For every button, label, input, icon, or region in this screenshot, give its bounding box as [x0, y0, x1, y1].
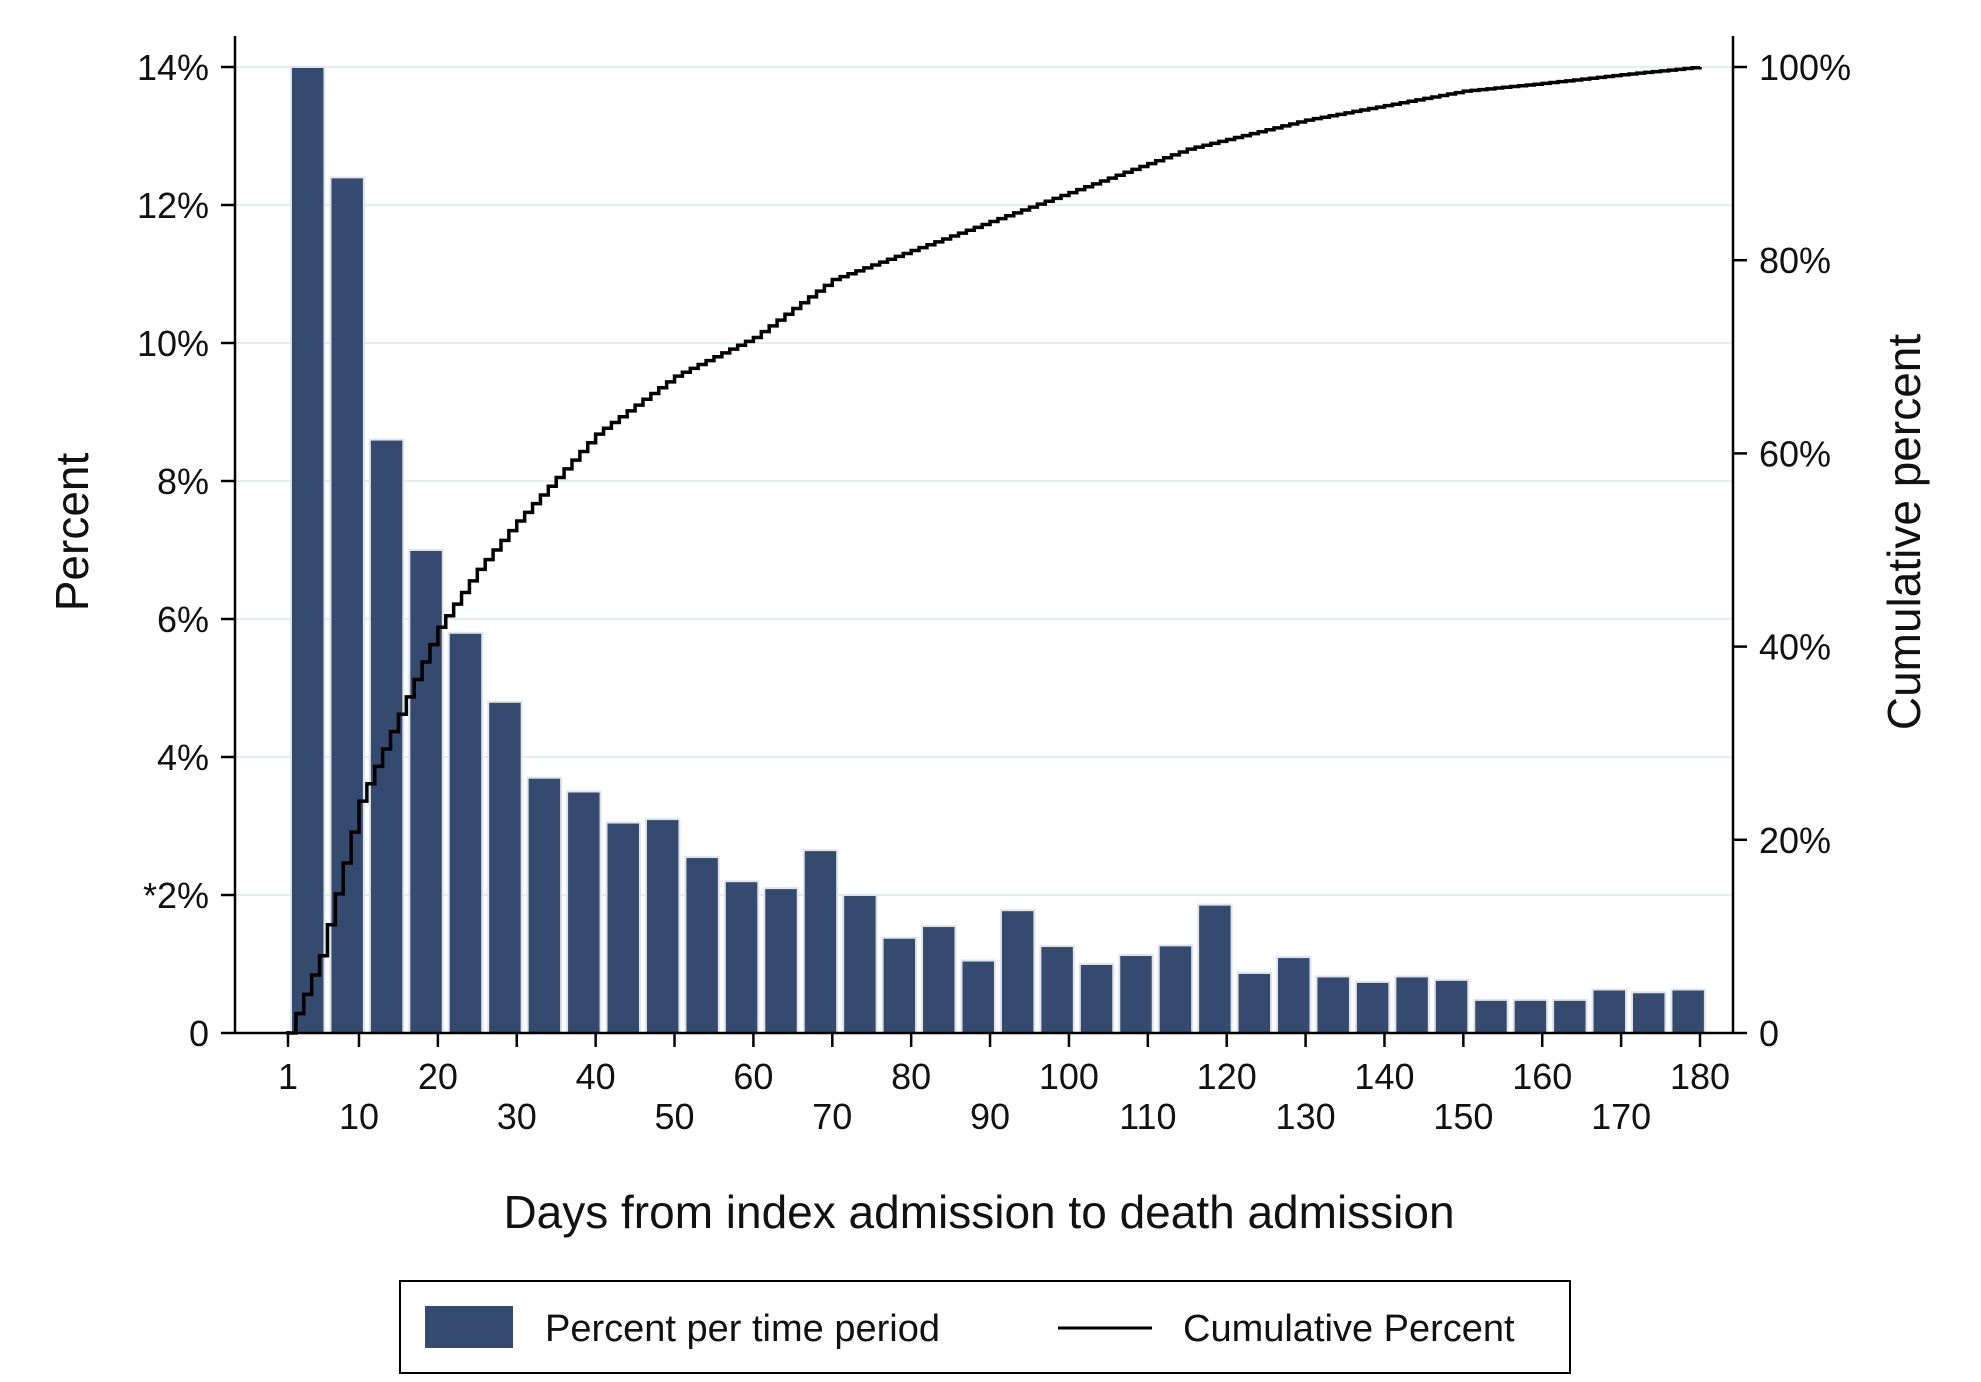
bar-series: [290, 66, 1706, 1035]
bar-27: [1315, 975, 1351, 1034]
x-tick-label-top-8: 160: [1512, 1056, 1572, 1097]
y-axis-title-right: Cumulative percent: [1878, 334, 1930, 731]
bar-34: [1591, 988, 1628, 1035]
bar-35: [1631, 991, 1667, 1034]
bar-31: [1473, 998, 1509, 1035]
bar-5: [447, 631, 484, 1034]
bar-18: [960, 959, 996, 1034]
tick-labels: 0*2%4%6%8%10%12%14%020%40%60%80%100%1 20 4…: [137, 47, 1851, 1137]
x-tick-label-top-4: 80: [891, 1056, 931, 1097]
x-tick-label-top-6: 120: [1197, 1056, 1257, 1097]
y-left-tick-label-6: 12%: [137, 185, 209, 226]
x-tick-label-top-9: 180: [1670, 1056, 1730, 1097]
x-tick-label-bottom-8: 170: [1591, 1096, 1651, 1137]
x-tick-label-bottom-5: 110: [1119, 1096, 1176, 1137]
x-tick-label-bottom-1: 30: [497, 1096, 537, 1137]
bar-4: [408, 549, 444, 1034]
legend-bar-swatch: [425, 1306, 513, 1348]
y-right-tick-label-3: 60%: [1759, 433, 1831, 474]
bar-11: [684, 856, 720, 1034]
x-tick-label-bottom-0: 10: [339, 1096, 379, 1137]
y-right-tick-label-5: 100%: [1759, 47, 1851, 88]
bar-19: [999, 909, 1036, 1034]
cumulative-line-series: [286, 66, 1702, 1035]
bar-24: [1197, 903, 1233, 1034]
y-left-tick-label-7: 14%: [137, 47, 209, 88]
y-right-tick-label-4: 80%: [1759, 240, 1831, 281]
x-tick-label-bottom-2: 50: [655, 1096, 695, 1137]
bar-10: [644, 818, 681, 1034]
bar-13: [763, 887, 799, 1034]
axes: [221, 36, 1747, 1047]
y-axis-title-left: Percent: [46, 453, 98, 612]
bar-21: [1078, 963, 1115, 1034]
legend-frame: [399, 1280, 1571, 1374]
bar-15: [842, 894, 878, 1034]
bar-6: [487, 700, 523, 1034]
y-left-tick-label-4: 8%: [157, 461, 209, 502]
y-right-tick-label-2: 40%: [1759, 627, 1831, 668]
legend-label-cumulative-percent: Cumulative Percent: [1183, 1308, 1515, 1350]
grid-lines: [235, 66, 1733, 896]
x-axis-title: Days from index admission to death admis…: [503, 1186, 1454, 1238]
x-tick-label-bottom-6: 130: [1276, 1096, 1336, 1137]
y-left-tick-label-5: 10%: [137, 323, 209, 364]
bar-9: [605, 821, 641, 1034]
bar-17: [921, 925, 957, 1034]
bar-25: [1236, 971, 1273, 1034]
bar-12: [723, 880, 760, 1035]
y-left-tick-label-0: 0: [189, 1013, 209, 1054]
cumulative-percent-line: [286, 66, 1702, 1035]
y-left-tick-label-3: 6%: [157, 599, 209, 640]
y-right-tick-label-1: 20%: [1759, 820, 1831, 861]
bar-3: [368, 438, 405, 1035]
bar-20: [1039, 945, 1075, 1034]
x-tick-label-top-2: 40: [576, 1056, 616, 1097]
legend-label-percent-per-time-period: Percent per time period: [545, 1308, 940, 1350]
x-tick-label-bottom-4: 90: [970, 1096, 1010, 1137]
bar-22: [1118, 954, 1154, 1035]
legend: Percent per time period Cumulative Perce…: [399, 1280, 1571, 1374]
x-tick-label-top-3: 60: [733, 1056, 773, 1097]
y-left-tick-label-1: *2%: [143, 875, 209, 916]
bar-33: [1552, 998, 1588, 1035]
bar-32: [1512, 998, 1549, 1035]
bar-7: [526, 776, 563, 1035]
y-left-tick-label-2: 4%: [157, 737, 209, 778]
x-tick-label-top-1: 20: [418, 1056, 458, 1097]
x-tick-label-top-7: 140: [1354, 1056, 1414, 1097]
x-tick-label-bottom-3: 70: [812, 1096, 852, 1137]
bar-14: [802, 849, 839, 1035]
y-right-tick-label-0: 0: [1759, 1013, 1779, 1054]
bar-26: [1276, 956, 1312, 1034]
x-tick-label-top-0: 1: [278, 1056, 298, 1097]
x-tick-label-bottom-7: 150: [1433, 1096, 1493, 1137]
bar-29: [1394, 975, 1430, 1034]
bar-30: [1433, 978, 1470, 1034]
bar-16: [881, 936, 918, 1035]
x-tick-label-top-5: 100: [1039, 1056, 1099, 1097]
bar-1: [290, 66, 326, 1034]
bar-8: [566, 790, 602, 1034]
bar-36: [1670, 988, 1706, 1035]
bar-28: [1354, 980, 1391, 1035]
bar-23: [1157, 944, 1194, 1034]
